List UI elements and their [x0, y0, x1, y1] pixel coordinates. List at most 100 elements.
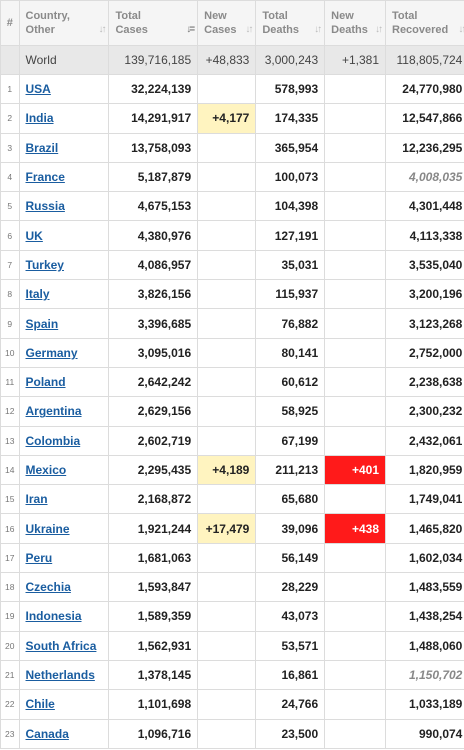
total-recovered-cell: 1,438,254 — [384, 601, 464, 632]
new-cases-cell: +4,177 — [197, 103, 257, 134]
total-cases-cell: 2,629,156 — [108, 396, 199, 427]
country-name: Iran — [18, 484, 110, 515]
table-row: 2 India 14,291,917 +4,177 174,335 12,547,866 — [0, 103, 464, 134]
total-deaths-cell: 43,073 — [255, 601, 326, 632]
country-link[interactable]: Iran — [25, 492, 48, 507]
country-name: Peru — [18, 542, 110, 574]
country-link[interactable]: UK — [25, 228, 43, 243]
total-deaths-cell: 211,213 — [255, 454, 326, 486]
country-link[interactable]: Poland — [25, 375, 66, 390]
new-deaths-cell — [324, 630, 386, 661]
country-name: Czechia — [18, 572, 110, 603]
country-name: Poland — [18, 366, 110, 398]
country-name: UK — [18, 220, 110, 251]
country-link[interactable]: USA — [25, 82, 51, 97]
table-row: 4 France 5,187,879 100,073 4,008,035 — [0, 161, 464, 193]
table-row: 6 UK 4,380,976 127,191 4,113,338 — [0, 220, 464, 251]
country-link[interactable]: Colombia — [25, 433, 81, 448]
total-recovered-cell: 3,123,268 — [384, 308, 464, 339]
row-index — [0, 45, 20, 75]
total-recovered-cell: 1,465,820 — [384, 513, 464, 544]
country-link[interactable]: Turkey — [25, 257, 64, 272]
total-deaths-cell: 23,500 — [255, 718, 326, 749]
new-cases-cell — [197, 249, 257, 281]
table-row: 15 Iran 2,168,872 65,680 1,749,041 — [0, 484, 464, 515]
row-index: 15 — [0, 484, 20, 515]
row-index: 6 — [0, 220, 20, 251]
column-header-country[interactable]: Country, Other ↓↑ — [18, 0, 110, 46]
total-deaths-cell: 35,031 — [255, 249, 326, 281]
new-cases-cell — [197, 73, 257, 105]
country-link[interactable]: Spain — [25, 316, 59, 331]
country-link[interactable]: India — [25, 111, 54, 126]
country-name: Ukraine — [18, 513, 110, 544]
new-cases-cell — [197, 659, 257, 691]
total-deaths-cell: 16,861 — [255, 659, 326, 691]
country-link[interactable]: Mexico — [25, 463, 67, 477]
new-cases-cell — [197, 572, 257, 603]
new-deaths-cell — [324, 308, 386, 339]
table-row: 10 Germany 3,095,016 80,141 2,752,000 — [0, 337, 464, 368]
country-name: Mexico — [18, 454, 110, 486]
new-deaths-cell — [324, 337, 386, 368]
total-cases-cell: 5,187,879 — [108, 161, 199, 193]
new-cases-cell — [197, 337, 257, 368]
table-row: 11 Poland 2,642,242 60,612 2,238,638 — [0, 366, 464, 398]
row-index: 9 — [0, 308, 20, 339]
total-cases-cell: 1,562,931 — [108, 630, 199, 661]
column-header-index[interactable]: # — [0, 0, 20, 46]
total-recovered-cell: 1,150,702 — [384, 659, 464, 691]
country-link[interactable]: South Africa — [25, 638, 97, 653]
total-deaths-cell: 104,398 — [255, 191, 326, 222]
row-index: 23 — [0, 718, 20, 749]
new-deaths-cell — [324, 542, 386, 574]
country-link[interactable]: Germany — [25, 345, 78, 360]
country-link[interactable]: Netherlands — [25, 668, 95, 683]
column-header-total-cases[interactable]: Total Cases ↓= — [108, 0, 199, 46]
new-deaths-cell — [324, 103, 386, 134]
total-cases-cell: 32,224,139 — [108, 73, 199, 105]
new-deaths-cell — [324, 366, 386, 398]
total-cases-cell: 1,378,145 — [108, 659, 199, 691]
total-recovered-cell: 2,752,000 — [384, 337, 464, 368]
new-cases-cell — [197, 689, 257, 720]
country-link[interactable]: Indonesia — [25, 609, 82, 624]
column-header-total-recovered[interactable]: Total Recovered ↓↑ — [384, 0, 464, 46]
total-cases-cell: 2,602,719 — [108, 425, 199, 456]
row-index: 7 — [0, 249, 20, 281]
new-cases-cell: +4,189 — [197, 454, 257, 486]
country-link[interactable]: Peru — [25, 550, 53, 565]
total-recovered-cell: 12,236,295 — [384, 132, 464, 163]
column-header-new-cases[interactable]: New Cases ↓↑ — [197, 0, 257, 46]
new-cases-cell — [197, 279, 257, 310]
total-deaths-cell: 174,335 — [255, 103, 326, 134]
country-link[interactable]: Chile — [25, 697, 55, 712]
country-name: Italy — [18, 279, 110, 310]
new-cases-cell — [197, 425, 257, 456]
country-link[interactable]: Brazil — [25, 140, 59, 155]
new-deaths-cell — [324, 484, 386, 515]
new-deaths-cell — [324, 161, 386, 193]
total-recovered-cell: 2,238,638 — [384, 366, 464, 398]
total-cases-cell: 1,589,359 — [108, 601, 199, 632]
country-link[interactable]: Italy — [25, 287, 50, 302]
sort-descending-icon: ↓= — [186, 24, 195, 35]
table-row: 18 Czechia 1,593,847 28,229 1,483,559 — [0, 572, 464, 603]
country-link[interactable]: Ukraine — [25, 521, 70, 536]
table-row: 21 Netherlands 1,378,145 16,861 1,150,702 — [0, 659, 464, 691]
column-header-new-deaths[interactable]: New Deaths ↓↑ — [324, 0, 386, 46]
column-header-total-deaths[interactable]: Total Deaths ↓↑ — [255, 0, 326, 46]
row-index: 12 — [0, 396, 20, 427]
country-link[interactable]: Czechia — [25, 580, 71, 595]
total-cases-cell: 4,086,957 — [108, 249, 199, 281]
country-link[interactable]: France — [25, 170, 65, 185]
country-link[interactable]: Russia — [25, 199, 65, 214]
row-index: 1 — [0, 73, 20, 105]
country-link[interactable]: Canada — [25, 726, 69, 741]
new-cases-cell — [197, 630, 257, 661]
country-link[interactable]: Argentina — [25, 404, 82, 419]
total-recovered-cell: 1,820,959 — [384, 454, 464, 486]
new-cases-cell — [197, 132, 257, 163]
new-deaths-cell — [324, 191, 386, 222]
new-cases-cell — [197, 220, 257, 251]
